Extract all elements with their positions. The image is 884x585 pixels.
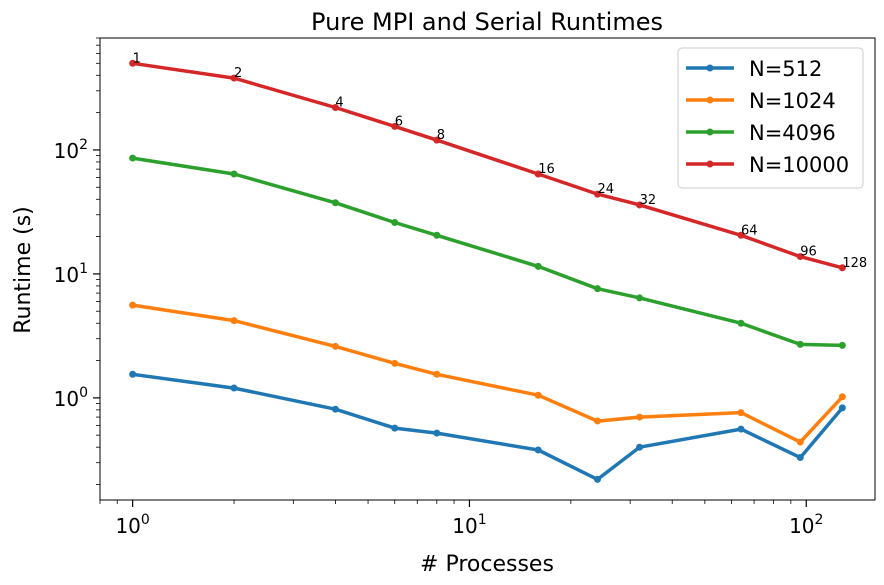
legend-swatch-marker (706, 96, 714, 104)
x-tick-label: 100 (115, 512, 149, 538)
plot-frame (99, 37, 876, 501)
y-axis-label: Runtime (s) (11, 206, 36, 334)
data-point (534, 262, 542, 270)
point-annotation: 128 (842, 256, 867, 271)
legend-label: N=10000 (749, 153, 849, 177)
data-point (230, 74, 238, 82)
point-annotation: 64 (741, 223, 758, 238)
data-point (636, 413, 644, 421)
point-annotation: 16 (538, 162, 555, 177)
point-annotation: 4 (335, 96, 343, 111)
point-annotation: 24 (598, 182, 615, 197)
point-annotation: 96 (800, 245, 817, 260)
data-point (838, 264, 846, 272)
data-point (636, 443, 644, 451)
legend-swatch-marker (706, 128, 714, 136)
legend-label: N=512 (749, 57, 822, 81)
data-point (534, 446, 542, 454)
data-point (129, 370, 137, 378)
data-point (796, 340, 804, 348)
data-point (331, 405, 339, 413)
x-axis-label: # Processes (420, 552, 554, 577)
data-point (433, 429, 441, 437)
data-point (391, 122, 399, 130)
legend-swatch-marker (706, 64, 714, 72)
series-line (130, 303, 845, 444)
legend-swatch-marker (706, 160, 714, 168)
data-point (737, 231, 745, 239)
data-point (737, 409, 745, 417)
point-annotation: 1 (133, 51, 141, 66)
data-point (796, 253, 804, 261)
y-tick-label: 101 (54, 261, 88, 287)
data-point (433, 370, 441, 378)
data-point (331, 342, 339, 350)
data-point (230, 384, 238, 392)
data-point (391, 359, 399, 367)
data-point (391, 218, 399, 226)
data-point (838, 341, 846, 349)
point-annotation: 8 (437, 128, 445, 143)
data-point (534, 391, 542, 399)
point-annotation: 32 (640, 193, 657, 208)
data-point (331, 199, 339, 207)
data-point (737, 425, 745, 433)
x-tick-label: 102 (789, 512, 823, 538)
legend-box (677, 47, 864, 189)
data-point (594, 285, 602, 293)
data-point (838, 393, 846, 401)
series-line (130, 372, 845, 482)
data-point (636, 294, 644, 302)
point-annotation: 2 (234, 66, 242, 81)
data-point (534, 170, 542, 178)
data-point (636, 201, 644, 209)
data-point (129, 59, 137, 67)
data-point (796, 438, 804, 446)
data-point (594, 417, 602, 425)
x-tick-label: 101 (452, 512, 486, 538)
data-point (796, 454, 804, 462)
legend-label: N=1024 (749, 89, 836, 113)
y-tick-label: 102 (54, 137, 88, 163)
data-point (129, 154, 137, 162)
data-point (230, 317, 238, 325)
data-point (433, 136, 441, 144)
data-point (331, 104, 339, 112)
legend-label: N=4096 (749, 121, 836, 145)
point-annotation: 6 (395, 114, 403, 129)
legend: N=512 N=1024 N=4096 N=10000 (677, 47, 864, 189)
chart-title: Pure MPI and Serial Runtimes (311, 8, 663, 36)
data-point (230, 170, 238, 178)
data-point (594, 475, 602, 483)
data-point (737, 319, 745, 327)
data-point (594, 190, 602, 198)
data-point (433, 231, 441, 239)
data-point (838, 404, 846, 412)
data-point (391, 424, 399, 432)
data-point (129, 301, 137, 309)
y-tick-label: 100 (54, 385, 88, 411)
